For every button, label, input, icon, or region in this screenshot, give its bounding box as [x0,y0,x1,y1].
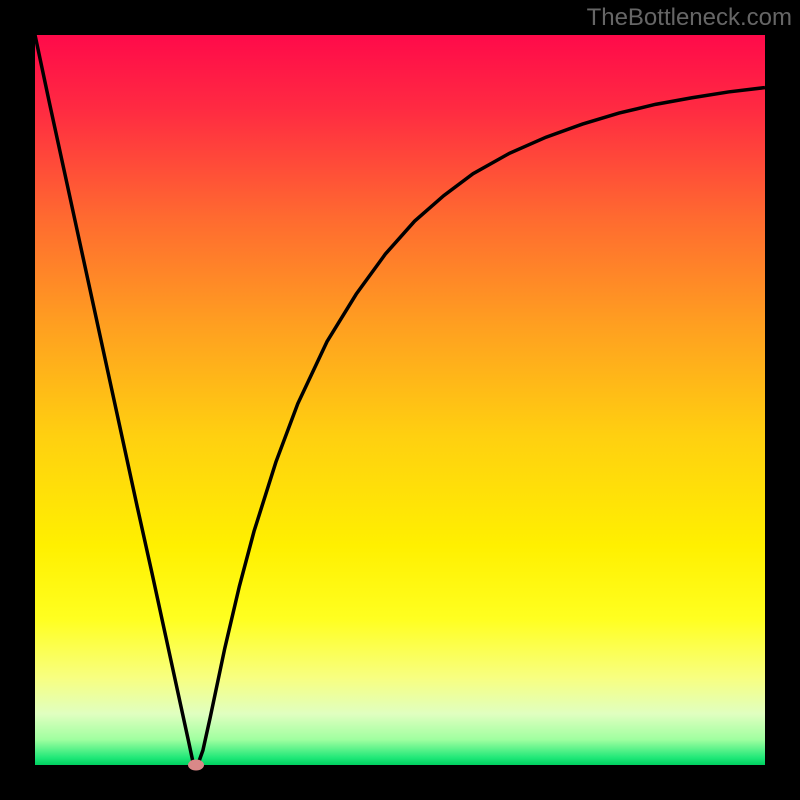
bottleneck-curve [35,35,765,765]
watermark-text: TheBottleneck.com [587,4,792,32]
minimum-marker [188,760,204,771]
curve-path [35,35,765,764]
chart-container: TheBottleneck.com [0,0,800,800]
plot-area [35,35,765,765]
